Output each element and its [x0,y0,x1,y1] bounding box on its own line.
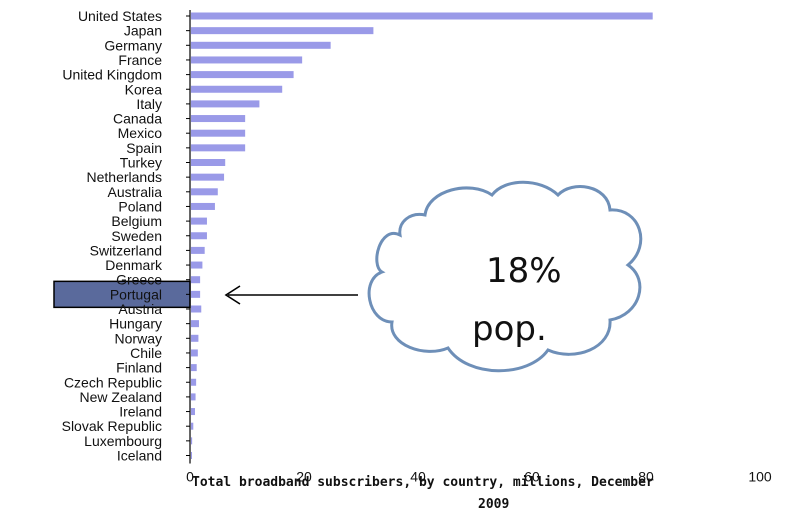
category-label: Finland [116,360,162,376]
bar [191,437,193,445]
category-label: Switzerland [90,242,162,258]
callout-cloud: 18% pop. [367,180,643,373]
arrow-head [224,285,241,305]
x-tick-label: 60 [524,469,540,485]
category-label: United States [78,8,162,24]
category-label: France [118,52,162,68]
category-label: Poland [118,198,162,214]
x-tick-label: 40 [410,469,426,485]
category-label: Iceland [117,448,162,464]
bar [191,232,207,240]
bar [191,422,194,430]
bar [191,364,197,372]
bar [191,202,215,210]
category-label: Canada [113,111,162,127]
category-label: Belgium [111,213,162,229]
bar [191,246,205,254]
category-label: Australia [108,184,163,200]
bar [191,188,218,196]
axes-group [186,10,191,464]
category-label: Czech Republic [64,374,162,390]
category-label: Austria [118,301,162,317]
bar [191,261,203,269]
cloud-shape [367,180,643,373]
category-label: Chile [130,345,162,361]
bar [191,452,192,459]
category-label: Slovak Republic [62,418,162,434]
bar [191,71,294,79]
bar [191,56,303,64]
x-tick-label: 80 [638,469,654,485]
bar [191,276,201,284]
category-label: New Zealand [80,389,163,405]
category-label: Spain [126,140,162,156]
callout-text-line1: 18% [486,251,562,291]
category-label: Italy [136,96,162,112]
category-label: Korea [125,81,163,97]
highlight-box [53,280,191,309]
bar [191,408,195,416]
bar [191,378,197,386]
category-label: Luxembourg [84,433,162,449]
category-label: Norway [115,330,162,346]
bar [191,305,202,313]
bar [191,334,199,342]
x-tick-labels-group: 0 20 40 60 80 100 [186,469,772,485]
bar [191,173,225,181]
bars-group [53,12,653,459]
category-label: Turkey [120,155,162,171]
bar [191,115,246,123]
bar [191,349,198,357]
bar [191,290,201,298]
bar [191,41,331,49]
x-axis-label-year: 2009 [478,497,509,512]
bar [191,129,246,137]
x-tick-label: 20 [296,469,312,485]
x-tick-label: 0 [186,469,194,485]
category-label: United Kingdom [62,67,162,83]
callout-text-line2: pop. [472,309,547,349]
bar [191,320,199,328]
category-label: Mexico [118,125,163,141]
category-label: Hungary [109,316,162,332]
category-label: Portugal [110,286,162,302]
category-label: Greece [116,272,162,288]
bar [191,27,374,35]
x-axis-label: Total broadband subscribers, by country,… [192,475,654,490]
x-tick-label: 100 [748,469,772,485]
bar [191,100,260,108]
category-label: Sweden [111,228,162,244]
bar [191,12,653,20]
callout-arrow [224,285,358,305]
bar [191,217,207,225]
bar [191,144,246,152]
category-label: Denmark [105,257,163,273]
category-label: Japan [124,23,162,39]
bar [191,159,226,166]
category-label: Ireland [119,404,162,420]
category-label: Netherlands [87,169,163,185]
category-label: Germany [104,37,162,53]
bar [191,393,196,401]
bar [191,85,283,93]
